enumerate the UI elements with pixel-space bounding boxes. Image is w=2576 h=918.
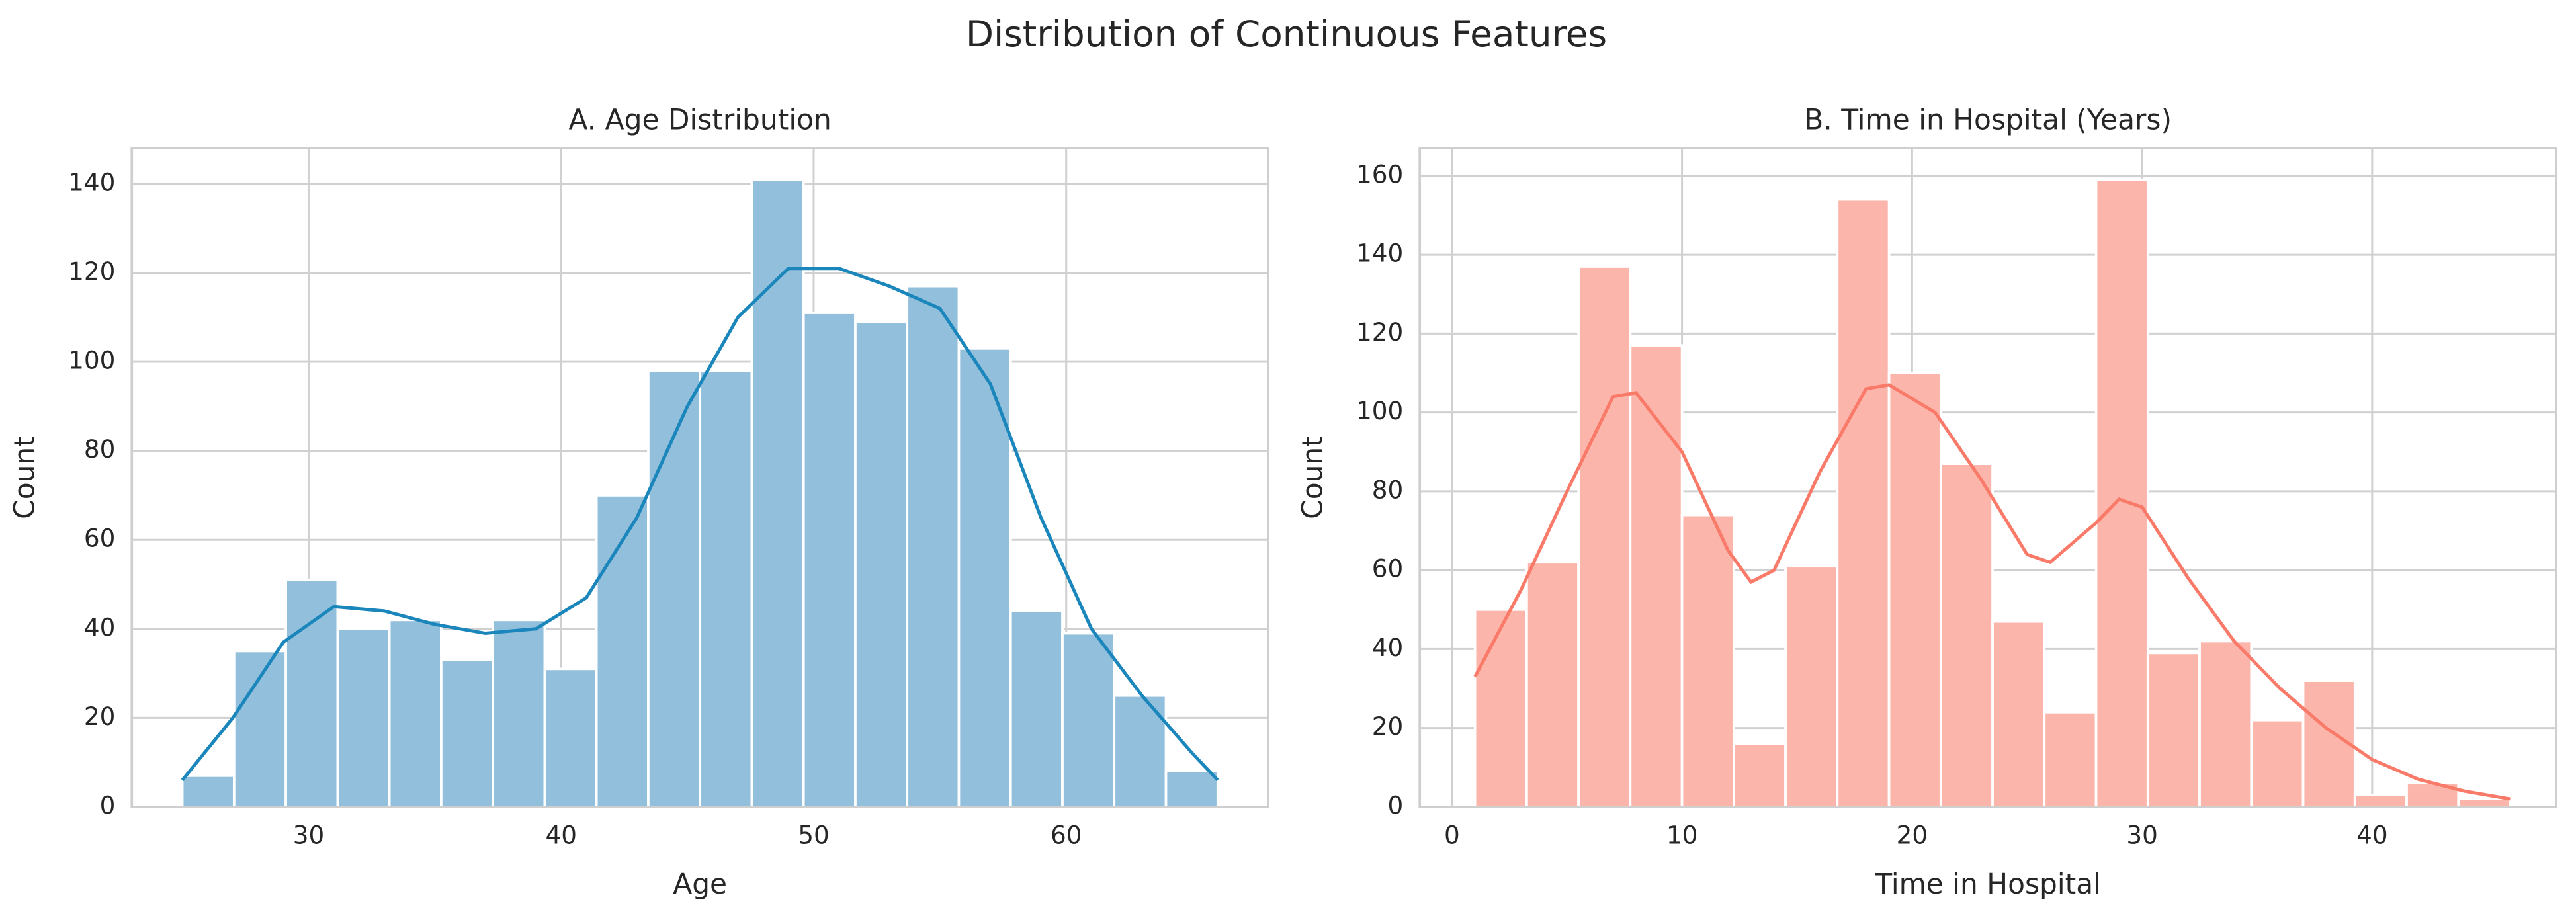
bar [854, 320, 909, 808]
figure-title: Distribution of Continuous Features [966, 13, 1607, 55]
subplot-title: A. Age Distribution [569, 104, 832, 136]
x-axis-label: Time in Hospital [1874, 868, 2101, 900]
y-tick-label: 0 [1388, 790, 1404, 819]
plot-frame [1418, 147, 2557, 808]
y-axis-label: Count [1296, 436, 1328, 519]
bar [1525, 561, 1580, 808]
plot-frame [130, 147, 1269, 808]
bar [388, 618, 443, 808]
y-tick-label: 80 [84, 435, 116, 464]
bar [1577, 265, 1632, 808]
x-tick-label: 0 [1444, 820, 1460, 849]
y-tick-label: 140 [1356, 239, 1403, 268]
x-tick-label: 60 [1051, 820, 1082, 849]
bar [1473, 608, 1528, 808]
y-axis-label: Count [8, 436, 40, 519]
bar [2353, 794, 2408, 808]
y-tick-label: 120 [1356, 317, 1403, 347]
y-tick-label: 0 [100, 790, 116, 819]
bar [440, 659, 495, 808]
y-tick-label: 160 [1356, 159, 1403, 188]
bar [2043, 710, 2098, 808]
x-tick-label: 50 [798, 820, 830, 849]
y-tick-label: 120 [68, 257, 115, 286]
subplot-title: B. Time in Hospital (Years) [1804, 104, 2172, 136]
bar [2146, 651, 2201, 808]
x-tick-label: 30 [293, 820, 324, 849]
bar [2250, 718, 2305, 808]
y-tick-label: 20 [1372, 712, 1404, 741]
bar [2094, 178, 2149, 808]
bar [492, 618, 546, 808]
bar [1784, 565, 1839, 808]
kde-line [181, 267, 1219, 782]
bar [957, 347, 1012, 808]
y-tick-label: 20 [84, 702, 116, 731]
y-tick-label: 100 [68, 346, 115, 375]
bar [1164, 770, 1219, 808]
bar [2198, 640, 2253, 808]
kde-line [1473, 383, 2511, 801]
y-tick-label: 60 [84, 524, 116, 553]
x-tick-label: 40 [545, 820, 576, 849]
bar [543, 667, 598, 808]
x-tick-label: 30 [2126, 820, 2158, 849]
bar [284, 578, 339, 808]
bar [802, 312, 857, 808]
bar [1629, 344, 1684, 808]
y-tick-label: 100 [1356, 396, 1403, 425]
y-tick-label: 40 [84, 612, 116, 642]
bar [1009, 610, 1064, 808]
bar [699, 369, 753, 808]
x-axis-label: Age [673, 868, 727, 900]
y-tick-label: 80 [1372, 475, 1404, 504]
bar [1680, 513, 1735, 808]
bar [1939, 462, 1994, 808]
bar [1991, 620, 2046, 808]
bar [750, 178, 805, 808]
y-tick-label: 140 [68, 167, 115, 196]
bar [1732, 742, 1787, 808]
bar [181, 774, 236, 808]
bar [1836, 198, 1891, 808]
bar [906, 284, 961, 808]
bar [336, 627, 391, 808]
bar [1061, 632, 1116, 808]
bar [647, 369, 702, 808]
x-tick-label: 40 [2356, 820, 2388, 849]
x-tick-label: 10 [1666, 820, 1698, 849]
y-tick-label: 40 [1372, 633, 1404, 662]
bar [1887, 372, 1942, 808]
x-tick-label: 20 [1897, 820, 1928, 849]
y-tick-label: 60 [1372, 554, 1404, 583]
